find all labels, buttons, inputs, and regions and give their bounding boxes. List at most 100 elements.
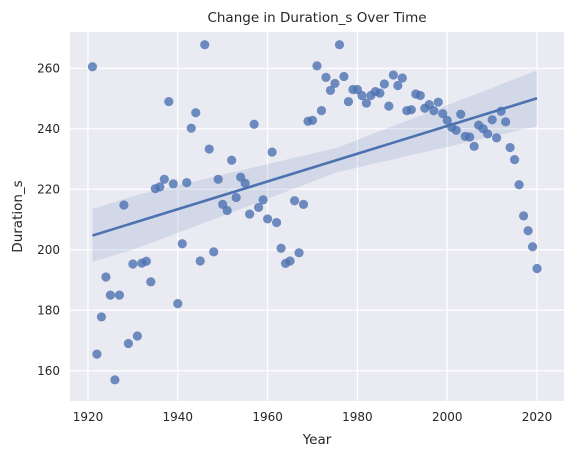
scatter-point — [245, 209, 255, 219]
scatter-point — [146, 277, 156, 287]
scatter-point — [132, 331, 142, 341]
scatter-point — [518, 211, 529, 221]
scatter-point — [213, 174, 223, 184]
scatter-point — [92, 349, 102, 359]
x-tick-label: 1980 — [342, 410, 373, 424]
scatter-point — [231, 192, 241, 203]
scatter-point — [168, 179, 178, 189]
scatter-point — [186, 123, 196, 133]
scatter-point — [105, 290, 116, 300]
scatter-point — [523, 226, 533, 236]
scatter-point — [164, 96, 174, 107]
scatter-point — [204, 144, 214, 154]
scatter-point — [209, 247, 219, 257]
scatter-point — [182, 178, 192, 188]
scatter-point — [375, 88, 385, 98]
scatter-point — [438, 109, 448, 119]
scatter-point — [267, 147, 277, 157]
regression-line — [92, 96, 538, 237]
x-axis-label: Year — [302, 432, 332, 448]
scatter-point — [388, 70, 398, 80]
scatter-point — [384, 101, 394, 111]
scatter-point — [505, 142, 515, 153]
scatter-point — [501, 117, 511, 127]
scatter-point — [532, 263, 542, 274]
scatter-point — [101, 272, 111, 282]
scatter-point — [334, 40, 345, 50]
scatter-point — [285, 256, 295, 266]
scatter-point — [258, 195, 268, 205]
x-tick-label: 1920 — [73, 410, 104, 424]
scatter-point — [200, 40, 210, 50]
y-tick-label: 180 — [37, 303, 60, 317]
scatter-point — [397, 73, 407, 83]
scatter-point — [298, 199, 309, 210]
scatter-point — [276, 243, 286, 253]
scatter-point — [433, 97, 443, 107]
scatter-point — [294, 248, 304, 258]
scatter-point — [289, 196, 300, 206]
y-tick-labels: 160 180 200 220 240 260 — [37, 61, 60, 377]
x-tick-label: 1940 — [163, 410, 194, 424]
scatter-point — [173, 299, 183, 309]
scatter-point — [96, 312, 107, 322]
scatter-point — [316, 106, 327, 116]
y-axis-label: Duration_s — [10, 180, 26, 252]
scatter-point — [249, 119, 259, 129]
scatter-point — [263, 214, 273, 224]
scatter-point — [514, 180, 524, 190]
x-tick-label: 2020 — [522, 410, 553, 424]
scatter-point — [155, 182, 165, 192]
x-tick-label: 1960 — [252, 410, 283, 424]
y-tick-label: 260 — [37, 61, 60, 75]
scatter-point — [527, 242, 538, 252]
y-tick-label: 220 — [37, 182, 60, 196]
scatter-point — [483, 129, 493, 139]
y-tick-label: 200 — [37, 243, 60, 257]
scatter-point — [339, 71, 349, 82]
scatter-point — [191, 108, 201, 118]
scatter-point — [406, 105, 416, 115]
scatter-point — [110, 375, 120, 385]
scatter-point — [451, 125, 461, 135]
scatter-point — [330, 78, 340, 89]
scatter-point — [429, 106, 439, 116]
scatter-point — [393, 80, 403, 91]
scatter-point — [222, 205, 232, 216]
scatter-point — [456, 109, 466, 119]
scatter-point — [442, 115, 452, 125]
x-tick-labels: 1920 1940 1960 1980 2000 2020 — [73, 410, 553, 424]
scatter-point — [159, 174, 169, 184]
chart-title: Change in Duration_s Over Time — [207, 10, 426, 26]
scatter-point — [114, 290, 124, 300]
scatter-points — [87, 40, 542, 385]
scatter-point — [119, 200, 129, 210]
scatter-point — [415, 90, 425, 101]
scatter-point — [357, 90, 367, 101]
scatter-point — [343, 96, 354, 107]
scatter-point — [321, 72, 331, 82]
scatter-point — [509, 155, 520, 165]
y-tick-label: 240 — [37, 122, 60, 136]
scatter-point — [361, 98, 371, 108]
scatter-point — [469, 141, 479, 151]
scatter-point — [87, 62, 98, 72]
scatter-point — [128, 259, 138, 269]
scatter-point — [312, 61, 322, 71]
scatter-point — [379, 79, 389, 89]
scatter-point — [254, 202, 264, 213]
scatter-point — [227, 155, 237, 165]
scatter-point — [307, 115, 318, 125]
scatter-point — [492, 133, 502, 143]
scatter-point — [195, 256, 205, 266]
scatter-point — [271, 217, 282, 228]
scatter-point — [240, 178, 250, 188]
y-tick-label: 160 — [37, 364, 60, 378]
x-tick-label: 2000 — [432, 410, 463, 424]
scatter-point — [177, 239, 187, 249]
scatter-point — [465, 132, 475, 142]
scatter-point — [325, 85, 336, 95]
scatter-point — [123, 338, 133, 349]
scatter-point — [141, 256, 151, 266]
